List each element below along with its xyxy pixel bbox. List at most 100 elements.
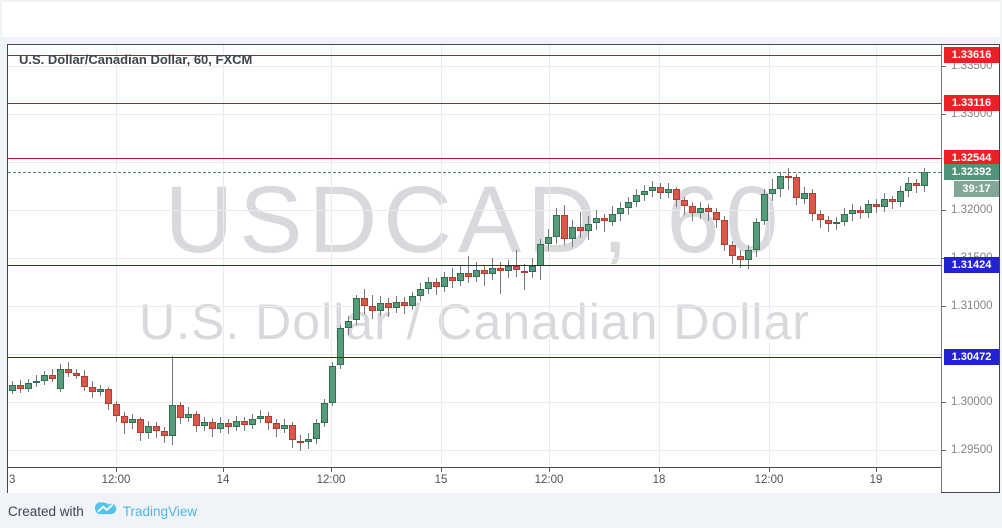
candle-body-down [793, 177, 800, 199]
tradingview-link[interactable]: TradingView [122, 503, 198, 519]
price-level-line-red[interactable] [8, 54, 941, 56]
candle-body-down [401, 302, 408, 306]
price-axis-label: 1.29500 [951, 444, 993, 457]
price-axis-tick [942, 450, 946, 452]
candle-body-down [121, 415, 128, 424]
gridline-horizontal [8, 66, 941, 67]
candle-body-up [337, 328, 344, 366]
candle-body-down [913, 183, 920, 187]
time-axis-label: 18 [652, 474, 666, 486]
candle-body-down [193, 413, 200, 427]
time-axis-tick [116, 468, 117, 472]
gridline-horizontal [8, 354, 941, 356]
candle-body-up [641, 190, 648, 195]
candle-wick [708, 204, 709, 221]
candle-body-up [625, 202, 632, 209]
candle-body-down [105, 388, 112, 404]
candle-body-up [457, 273, 464, 282]
candle-body-up [233, 421, 240, 428]
time-axis-tick [659, 468, 660, 472]
candle-body-up [281, 425, 288, 429]
gridline-horizontal [8, 306, 941, 307]
price-axis-tick [942, 210, 946, 211]
candle-wick [436, 278, 437, 296]
created-with-label: Created with [8, 503, 84, 519]
candle-body-up [833, 221, 840, 225]
candle-body-down [209, 422, 216, 429]
gridline-horizontal [8, 450, 941, 452]
candle-body-down [713, 212, 720, 220]
candle-body-down [385, 303, 392, 308]
candle-body-down [817, 213, 824, 220]
gridline-vertical [549, 45, 550, 466]
price-axis-label: 1.30000 [951, 396, 993, 409]
price-level-line-red[interactable] [8, 157, 941, 159]
candle-wick [500, 261, 501, 294]
time-axis-label: 14 [216, 474, 230, 486]
gridline-vertical [876, 45, 877, 466]
candle-body-down [737, 256, 744, 260]
candle-body-up [257, 415, 264, 420]
candle-body-down [137, 419, 144, 433]
candle-body-up [97, 388, 104, 393]
candle-body-down [785, 175, 792, 178]
candle-body-down [465, 273, 472, 278]
candle-body-up [841, 213, 848, 222]
candle-body-up [905, 183, 912, 191]
candle-body-down [577, 227, 584, 232]
candle-body-down [17, 384, 24, 389]
candle-body-down [289, 425, 296, 441]
price-level-badge: 1.32544 [944, 149, 999, 166]
candle-body-up [665, 188, 672, 193]
price-level-line-red[interactable] [8, 102, 941, 104]
candle-body-down [809, 192, 816, 214]
time-axis[interactable]: 3 12:00 14 12:00 15 12:00 18 12:00 19 [8, 467, 941, 493]
price-level-line-blue[interactable] [8, 265, 941, 267]
candle-body-down [721, 219, 728, 245]
candle-body-down [265, 415, 272, 424]
candle-body-up [201, 422, 208, 426]
watermark-name: U.S. Dollar / Canadian Dollar [139, 294, 810, 350]
gridline-horizontal [8, 258, 941, 259]
attribution: Created with TradingView [8, 501, 197, 521]
candle-body-up [593, 217, 600, 224]
candle-body-down [177, 404, 184, 419]
candle-body-up [537, 243, 544, 266]
candle-body-up [353, 298, 360, 321]
gridline-vertical [331, 45, 332, 466]
price-axis-label: 1.33000 [951, 108, 993, 120]
candle-wick [788, 167, 789, 190]
price-axis-tick [942, 114, 946, 115]
gridline-horizontal [8, 402, 941, 404]
chart-plot-area[interactable]: USDCAD, 60 U.S. Dollar / Canadian Dollar… [8, 45, 941, 466]
candle-body-up [849, 210, 856, 214]
gridline-vertical [116, 45, 117, 466]
candle-body-up [393, 302, 400, 308]
candle-body-up [217, 423, 224, 429]
candle-body-down [297, 440, 304, 443]
tradingview-logo-icon[interactable] [94, 501, 117, 521]
price-axis-label: 1.31000 [951, 300, 993, 312]
candle-wick [604, 213, 605, 233]
candle-body-up [33, 380, 40, 383]
gridline-horizontal [8, 210, 941, 211]
price-axis[interactable]: 1.335001.330001.320001.315001.310001.300… [941, 45, 999, 492]
price-level-badge: 1.33616 [944, 46, 999, 63]
candle-body-up [305, 438, 312, 443]
candle-body-up [897, 190, 904, 203]
candle-body-down [481, 269, 488, 275]
price-level-badge: 1.33116 [944, 94, 999, 111]
gridline-vertical [441, 45, 442, 466]
time-axis-label: 12:00 [534, 474, 564, 486]
candle-body-up [801, 192, 808, 199]
candle-body-down [81, 376, 88, 387]
price-level-line-blue[interactable] [8, 356, 941, 358]
time-axis-label: 3 [9, 474, 16, 486]
candle-body-up [921, 172, 928, 186]
chart-title[interactable]: U.S. Dollar/Canadian Dollar, 60, FXCM [19, 52, 253, 67]
candle-wick [300, 434, 301, 451]
countdown-badge: 39:17 [954, 180, 999, 197]
time-axis-label: 12:00 [101, 474, 131, 486]
candle-body-up [345, 320, 352, 329]
candle-body-up [553, 214, 560, 237]
